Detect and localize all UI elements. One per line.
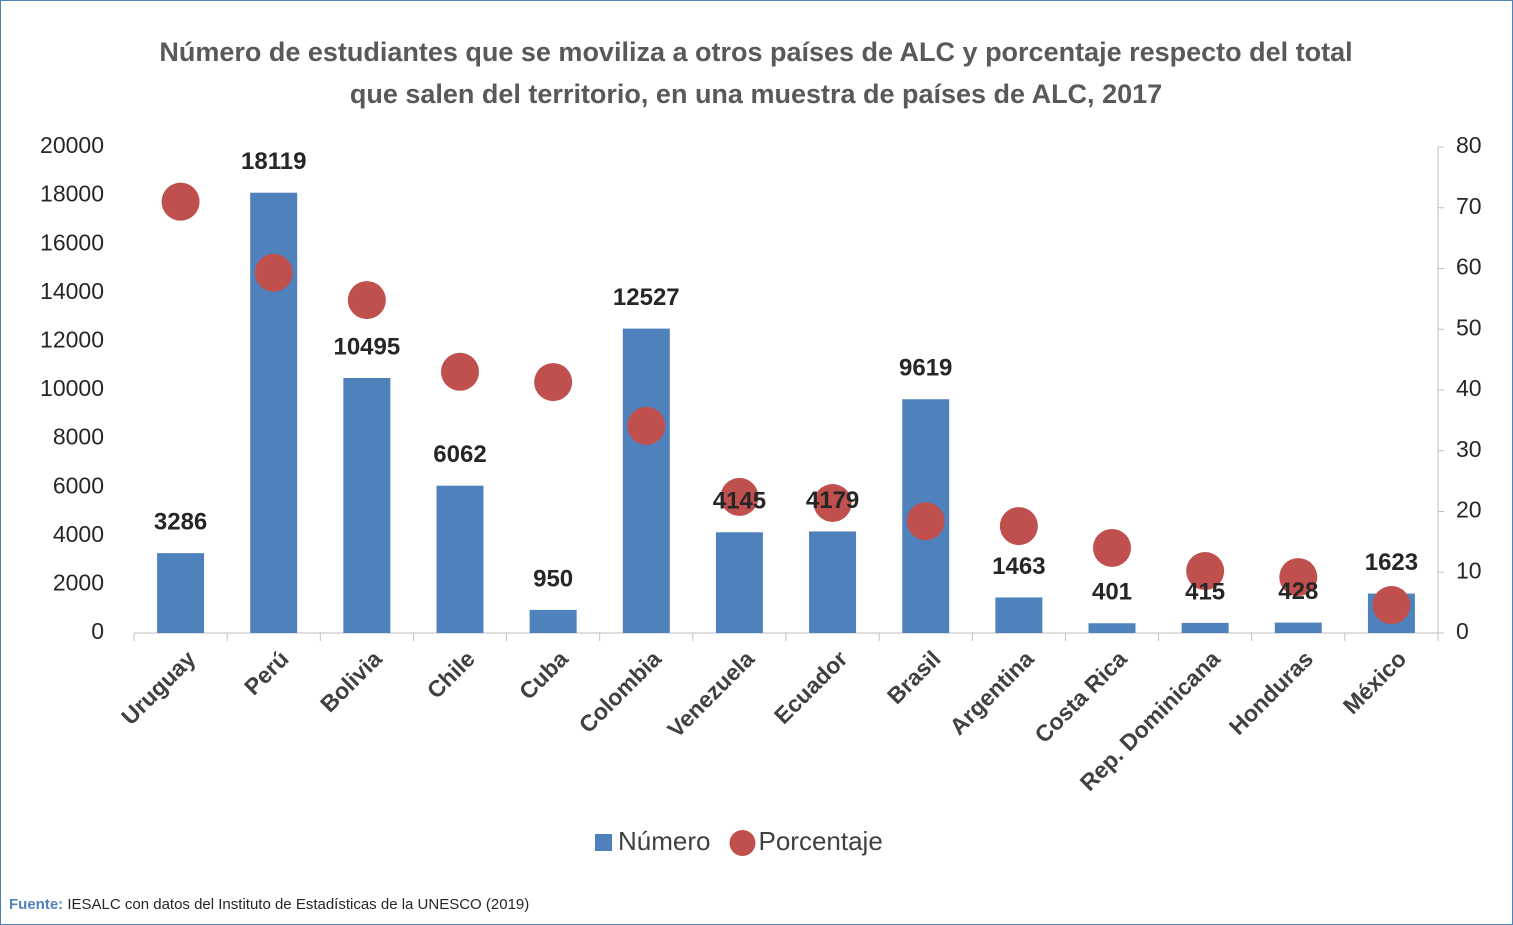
x-tick-label: Ecuador [769, 645, 852, 728]
x-tick-label: Colombia [574, 645, 667, 738]
y2-tick-label: 0 [1456, 618, 1469, 644]
y2-tick-label: 50 [1456, 314, 1482, 340]
x-tick-label: Honduras [1224, 645, 1318, 739]
legend-swatch [595, 834, 612, 851]
bar [809, 531, 857, 633]
bar [995, 597, 1043, 633]
data-label: 428 [1278, 578, 1318, 605]
dot [1186, 552, 1225, 591]
data-label: 401 [1092, 579, 1132, 606]
x-tick-label: Uruguay [116, 645, 200, 729]
y2-tick-label: 60 [1456, 254, 1482, 280]
y-tick-label: 18000 [40, 181, 104, 207]
y-tick-label: 4000 [53, 521, 104, 547]
bar [343, 377, 391, 633]
chart-title: Número de estudiantes que se moviliza a … [159, 37, 1353, 109]
data-label: 415 [1185, 578, 1225, 605]
dot [1372, 586, 1411, 625]
bar [157, 553, 205, 633]
dot [813, 483, 852, 522]
dot [441, 352, 479, 391]
data-label: 10495 [333, 333, 400, 360]
source-text: IESALC con datos del Instituto de Estadí… [67, 896, 530, 913]
data-label: 3286 [154, 508, 207, 535]
source: Fuente: IESALC con datos del Instituto d… [9, 896, 529, 913]
dot [161, 182, 200, 221]
data-label: 4145 [713, 488, 766, 515]
bar [1181, 622, 1229, 633]
data-label: 950 [533, 565, 573, 592]
data-label: 9619 [899, 355, 952, 382]
y-tick-label: 16000 [40, 229, 104, 255]
dot [906, 502, 945, 541]
x-tick-label: Costa Rica [1029, 645, 1132, 748]
dot [1093, 528, 1131, 567]
data-label: 4179 [806, 487, 859, 514]
y-tick-label: 8000 [53, 424, 104, 450]
bar [1088, 623, 1136, 633]
y2-tick-label: 30 [1456, 436, 1482, 462]
data-label: 1463 [992, 553, 1045, 580]
x-tick-label: Venezuela [662, 645, 759, 742]
bar [715, 532, 763, 633]
bar [1274, 622, 1322, 633]
data-label: 1623 [1365, 549, 1418, 576]
legend-swatch [729, 830, 756, 856]
x-tick-label: Bolivia [315, 645, 387, 717]
dot [1279, 558, 1318, 597]
y-tick-label: 14000 [40, 278, 104, 304]
x-tick-label: Cuba [514, 645, 573, 704]
dot [347, 281, 386, 320]
dot [627, 406, 666, 445]
y2-tick-label: 10 [1456, 557, 1482, 583]
legend-label: Porcentaje [758, 826, 882, 856]
x-tick-label: Perú [239, 645, 294, 700]
source-label: Fuente: [9, 896, 64, 913]
y-tick-label: 20000 [40, 132, 104, 158]
data-label: 18119 [241, 148, 306, 175]
x-tick-label: Argentina [944, 645, 1038, 739]
data-label: 6062 [433, 441, 486, 468]
y2-tick-label: 40 [1456, 375, 1482, 401]
y2-tick-label: 80 [1456, 132, 1482, 158]
y-tick-label: 0 [91, 618, 104, 644]
y2-tick-label: 70 [1456, 193, 1482, 219]
y-tick-label: 12000 [40, 326, 104, 352]
y-tick-label: 2000 [53, 569, 104, 595]
bar [622, 328, 670, 633]
x-tick-label: México [1338, 645, 1412, 719]
dot [534, 363, 573, 402]
x-tick-label: Brasil [882, 645, 946, 709]
bar [436, 485, 484, 633]
y-tick-label: 10000 [40, 375, 104, 401]
data-label: 12527 [613, 284, 680, 311]
dot [720, 477, 759, 516]
legend-label: Número [618, 826, 710, 856]
dot [254, 253, 293, 292]
dot [999, 507, 1038, 546]
y-tick-label: 6000 [53, 472, 104, 498]
y2-tick-label: 20 [1456, 497, 1482, 523]
x-tick-label: Chile [422, 645, 480, 703]
bar [529, 609, 577, 633]
